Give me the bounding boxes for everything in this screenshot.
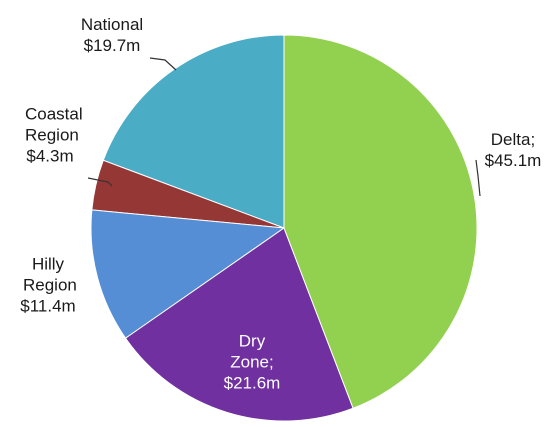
leader-line <box>475 159 481 197</box>
slice-label: Delta; $45.1m <box>483 129 543 171</box>
category-label: National <box>80 15 144 34</box>
value-label: $19.7m <box>83 36 141 55</box>
pie-slice <box>124 227 354 422</box>
category-label: Coastal Region <box>25 104 83 145</box>
pie-slice <box>102 34 285 229</box>
slice-label: National $19.7m <box>72 14 152 56</box>
value-label: $11.4m <box>20 296 76 316</box>
pie-slice <box>283 34 478 409</box>
leader-line <box>149 57 177 71</box>
value-label: $45.1m <box>484 151 542 170</box>
value-label: $21.6m <box>223 373 281 393</box>
category-label: Hilly Region <box>23 254 77 295</box>
value-label: $4.3m <box>26 146 74 166</box>
slice-label: Hilly Region $11.4m <box>18 254 78 317</box>
slice-label: Dry Zone; $21.6m <box>217 331 287 394</box>
slice-label: Coastal Region $4.3m <box>15 104 85 167</box>
leader-line <box>87 177 113 187</box>
pie-slice <box>90 209 286 339</box>
category-label: Delta; <box>490 130 536 149</box>
category-label: Dry Zone; <box>230 331 274 372</box>
